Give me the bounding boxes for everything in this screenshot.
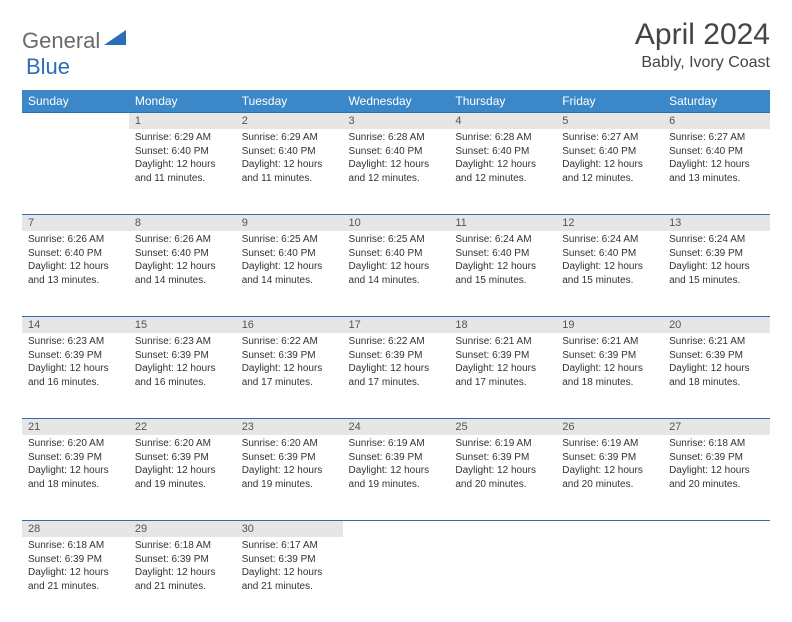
day-cell: Sunrise: 6:18 AMSunset: 6:39 PMDaylight:… xyxy=(663,435,770,520)
day-number: 26 xyxy=(556,418,663,435)
day-cell: Sunrise: 6:25 AMSunset: 6:40 PMDaylight:… xyxy=(236,231,343,316)
day-number: 19 xyxy=(556,316,663,333)
day-number: 29 xyxy=(129,520,236,537)
day-number: 12 xyxy=(556,214,663,231)
day-cell: Sunrise: 6:21 AMSunset: 6:39 PMDaylight:… xyxy=(449,333,556,418)
day-cell: Sunrise: 6:17 AMSunset: 6:39 PMDaylight:… xyxy=(236,537,343,622)
logo-triangle-icon xyxy=(104,30,126,53)
day-cell xyxy=(556,537,663,622)
day-number xyxy=(449,520,556,537)
day-cell: Sunrise: 6:28 AMSunset: 6:40 PMDaylight:… xyxy=(343,129,450,214)
day-number: 7 xyxy=(22,214,129,231)
day-cell: Sunrise: 6:27 AMSunset: 6:40 PMDaylight:… xyxy=(663,129,770,214)
day-number xyxy=(343,520,450,537)
column-header: Monday xyxy=(129,90,236,112)
day-number: 3 xyxy=(343,112,450,129)
day-number: 28 xyxy=(22,520,129,537)
day-cell: Sunrise: 6:23 AMSunset: 6:39 PMDaylight:… xyxy=(129,333,236,418)
day-cell: Sunrise: 6:20 AMSunset: 6:39 PMDaylight:… xyxy=(236,435,343,520)
column-header: Friday xyxy=(556,90,663,112)
logo-text-general: General xyxy=(22,28,100,54)
day-number: 23 xyxy=(236,418,343,435)
day-cell xyxy=(449,537,556,622)
day-cell xyxy=(22,129,129,214)
day-cell: Sunrise: 6:26 AMSunset: 6:40 PMDaylight:… xyxy=(22,231,129,316)
day-number: 17 xyxy=(343,316,450,333)
day-number: 20 xyxy=(663,316,770,333)
day-cell: Sunrise: 6:22 AMSunset: 6:39 PMDaylight:… xyxy=(343,333,450,418)
day-cell: Sunrise: 6:29 AMSunset: 6:40 PMDaylight:… xyxy=(236,129,343,214)
day-number: 21 xyxy=(22,418,129,435)
day-number: 9 xyxy=(236,214,343,231)
column-header: Wednesday xyxy=(343,90,450,112)
day-number: 4 xyxy=(449,112,556,129)
day-cell: Sunrise: 6:29 AMSunset: 6:40 PMDaylight:… xyxy=(129,129,236,214)
day-number: 15 xyxy=(129,316,236,333)
day-cell: Sunrise: 6:21 AMSunset: 6:39 PMDaylight:… xyxy=(556,333,663,418)
day-number: 30 xyxy=(236,520,343,537)
day-cell: Sunrise: 6:18 AMSunset: 6:39 PMDaylight:… xyxy=(129,537,236,622)
day-cell: Sunrise: 6:28 AMSunset: 6:40 PMDaylight:… xyxy=(449,129,556,214)
day-number: 1 xyxy=(129,112,236,129)
day-cell: Sunrise: 6:22 AMSunset: 6:39 PMDaylight:… xyxy=(236,333,343,418)
page-title: April 2024 xyxy=(635,18,770,52)
day-cell: Sunrise: 6:24 AMSunset: 6:39 PMDaylight:… xyxy=(663,231,770,316)
day-number: 18 xyxy=(449,316,556,333)
day-number: 6 xyxy=(663,112,770,129)
day-number: 14 xyxy=(22,316,129,333)
day-cell: Sunrise: 6:20 AMSunset: 6:39 PMDaylight:… xyxy=(22,435,129,520)
day-cell: Sunrise: 6:20 AMSunset: 6:39 PMDaylight:… xyxy=(129,435,236,520)
column-header: Sunday xyxy=(22,90,129,112)
day-number: 5 xyxy=(556,112,663,129)
calendar-table: SundayMondayTuesdayWednesdayThursdayFrid… xyxy=(22,90,770,622)
day-cell xyxy=(663,537,770,622)
day-number: 8 xyxy=(129,214,236,231)
day-cell: Sunrise: 6:24 AMSunset: 6:40 PMDaylight:… xyxy=(449,231,556,316)
day-cell: Sunrise: 6:25 AMSunset: 6:40 PMDaylight:… xyxy=(343,231,450,316)
day-cell: Sunrise: 6:24 AMSunset: 6:40 PMDaylight:… xyxy=(556,231,663,316)
day-number: 27 xyxy=(663,418,770,435)
day-number xyxy=(22,112,129,129)
column-header: Thursday xyxy=(449,90,556,112)
day-number: 24 xyxy=(343,418,450,435)
day-cell: Sunrise: 6:18 AMSunset: 6:39 PMDaylight:… xyxy=(22,537,129,622)
column-header: Tuesday xyxy=(236,90,343,112)
day-number: 11 xyxy=(449,214,556,231)
day-cell: Sunrise: 6:21 AMSunset: 6:39 PMDaylight:… xyxy=(663,333,770,418)
day-number: 16 xyxy=(236,316,343,333)
column-header: Saturday xyxy=(663,90,770,112)
day-cell: Sunrise: 6:26 AMSunset: 6:40 PMDaylight:… xyxy=(129,231,236,316)
logo: General xyxy=(22,18,130,54)
day-number: 10 xyxy=(343,214,450,231)
day-number: 13 xyxy=(663,214,770,231)
day-cell: Sunrise: 6:19 AMSunset: 6:39 PMDaylight:… xyxy=(556,435,663,520)
day-number xyxy=(663,520,770,537)
day-number: 2 xyxy=(236,112,343,129)
day-cell: Sunrise: 6:19 AMSunset: 6:39 PMDaylight:… xyxy=(449,435,556,520)
day-number xyxy=(556,520,663,537)
day-number: 22 xyxy=(129,418,236,435)
logo-text-blue: Blue xyxy=(26,54,70,79)
day-cell xyxy=(343,537,450,622)
day-cell: Sunrise: 6:23 AMSunset: 6:39 PMDaylight:… xyxy=(22,333,129,418)
day-cell: Sunrise: 6:19 AMSunset: 6:39 PMDaylight:… xyxy=(343,435,450,520)
day-number: 25 xyxy=(449,418,556,435)
day-cell: Sunrise: 6:27 AMSunset: 6:40 PMDaylight:… xyxy=(556,129,663,214)
location-label: Bably, Ivory Coast xyxy=(635,54,770,72)
